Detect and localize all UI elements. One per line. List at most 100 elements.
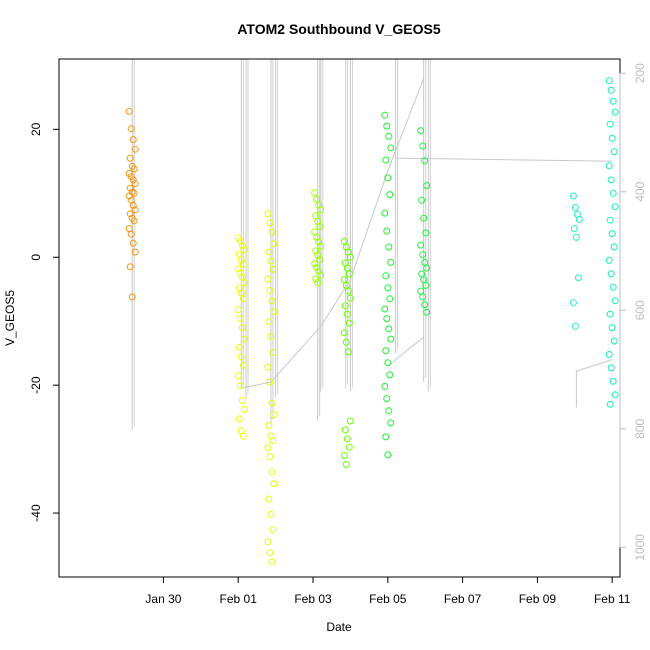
data-point: [312, 247, 320, 255]
data-point: [130, 217, 138, 225]
data-point: [238, 324, 246, 332]
data-point: [236, 382, 244, 390]
data-point: [314, 279, 322, 287]
data-point: [611, 108, 619, 116]
data-point: [235, 415, 243, 423]
data-point: [129, 239, 137, 247]
data-point: [420, 214, 428, 222]
data-point: [315, 267, 323, 275]
data-point: [340, 276, 348, 284]
data-point: [238, 242, 246, 250]
y-axis-label: V_GEOS5: [3, 290, 17, 346]
data-point: [383, 122, 391, 130]
data-point: [344, 287, 352, 295]
data-point: [607, 270, 615, 278]
data-point: [345, 319, 353, 327]
data-point: [384, 451, 392, 459]
data-point: [419, 251, 427, 259]
data-point: [382, 433, 390, 441]
data-point: [384, 359, 392, 367]
data-point: [387, 335, 395, 343]
data-point: [421, 258, 429, 266]
data-point: [421, 157, 429, 165]
data-point: [236, 269, 244, 277]
data-point: [268, 228, 276, 236]
data-point: [236, 315, 244, 323]
data-point: [606, 310, 614, 318]
data-point: [605, 162, 613, 170]
altitude-trace-segment: [241, 78, 425, 389]
data-point: [130, 165, 138, 173]
data-point: [270, 240, 278, 248]
data-point: [240, 279, 248, 287]
data-point: [240, 405, 248, 413]
altitude-trace-segment: [395, 157, 613, 162]
data-point: [234, 265, 242, 273]
data-point: [237, 256, 245, 264]
data-point: [569, 299, 577, 307]
data-point: [265, 421, 273, 429]
data-point: [126, 184, 134, 192]
plot-frame: [58, 58, 621, 578]
data-point: [346, 417, 354, 425]
data-point: [609, 97, 617, 105]
data-point: [266, 453, 274, 461]
data-point: [340, 452, 348, 459]
data-point: [125, 225, 133, 232]
data-point: [382, 156, 390, 164]
data-point: [265, 495, 273, 503]
data-point: [342, 460, 350, 468]
data-point: [343, 310, 351, 318]
data-point: [385, 132, 393, 140]
data-point: [269, 437, 277, 445]
data-point: [610, 148, 618, 156]
data-point: [572, 233, 580, 241]
data-point: [129, 136, 137, 144]
data-point: [237, 427, 245, 435]
data-point: [384, 284, 392, 292]
data-point: [127, 125, 135, 133]
data-point: [265, 248, 273, 256]
data-point: [606, 216, 614, 224]
data-point: [387, 419, 395, 427]
data-point: [236, 237, 244, 245]
data-point: [126, 210, 134, 218]
data-point: [611, 203, 619, 211]
data-point: [131, 206, 139, 214]
data-point: [569, 192, 577, 200]
data-point: [383, 315, 391, 323]
y-tick-label: -20: [29, 376, 43, 394]
data-point: [264, 444, 272, 452]
x-axis-label: Date: [326, 620, 352, 634]
data-point: [387, 258, 395, 266]
data-point: [125, 192, 133, 200]
data-point: [265, 318, 273, 326]
data-point: [383, 227, 391, 235]
data-point: [313, 195, 321, 203]
data-point: [269, 349, 277, 356]
data-point: [423, 264, 431, 272]
data-point: [382, 272, 390, 280]
data-point: [311, 189, 319, 197]
data-point: [129, 201, 137, 209]
data-point: [264, 538, 272, 546]
data-point: [266, 219, 274, 227]
data-point: [267, 333, 275, 340]
data-point: [237, 353, 245, 361]
data-point: [609, 283, 617, 291]
right-tick-label: 400: [633, 181, 647, 201]
right-tick-label: 600: [633, 300, 647, 320]
data-point: [610, 337, 618, 345]
altitude-trace-layer: [131, 59, 613, 430]
data-point: [131, 145, 139, 153]
data-point: [606, 120, 614, 128]
data-point: [317, 271, 325, 279]
data-point: [126, 263, 134, 271]
data-point: [314, 251, 322, 259]
data-point: [381, 209, 389, 217]
altitude-trace-segment: [575, 359, 613, 408]
data-point: [419, 142, 427, 150]
data-point: [312, 275, 320, 283]
data-point: [346, 294, 354, 302]
data-point: [381, 305, 389, 313]
